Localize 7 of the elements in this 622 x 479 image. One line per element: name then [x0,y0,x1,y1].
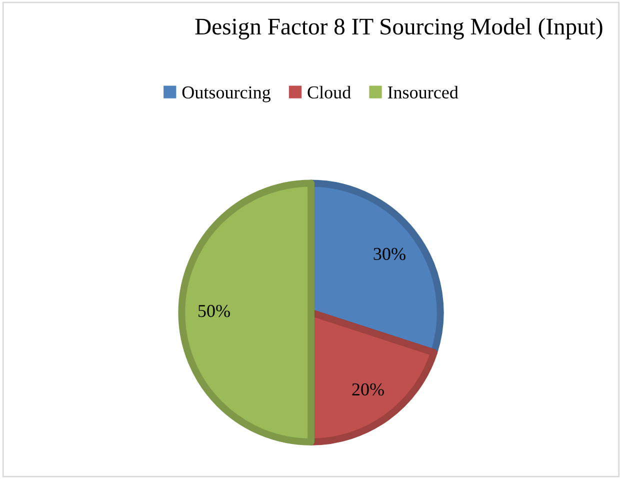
legend-label: Outsourcing [182,86,271,102]
legend-label: Insourced [388,86,458,99]
data-label: 20% [352,383,384,396]
chart-title: Design Factor 8 IT Sourcing Model (Input) [195,18,602,40]
data-label: 50% [198,304,230,318]
data-label: 30% [374,248,406,260]
legend-label: Cloud [308,86,351,99]
